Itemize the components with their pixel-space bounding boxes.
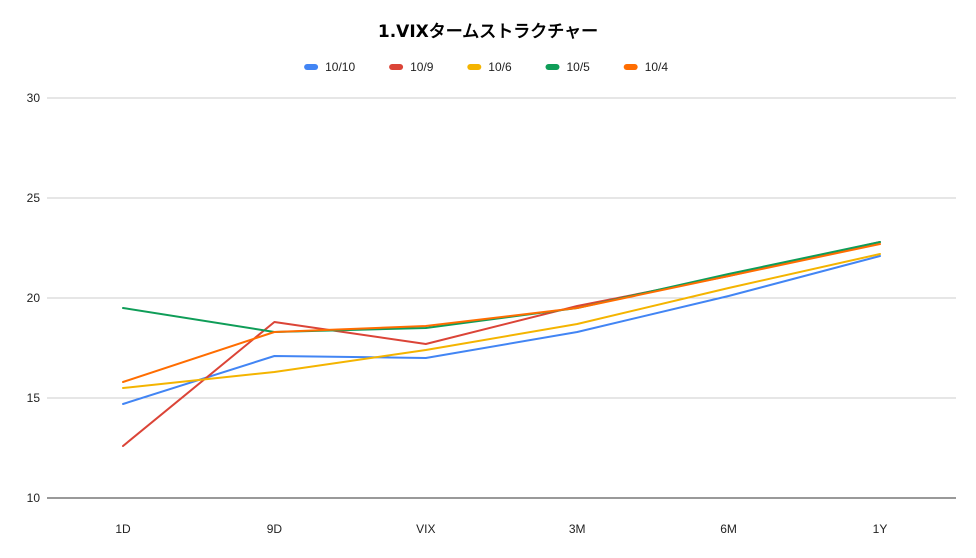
x-tick-label: 3M <box>569 522 586 536</box>
y-tick-label: 30 <box>27 91 41 105</box>
chart-title: 1.VIXタームストラクチャー <box>378 22 598 42</box>
legend-label: 10/6 <box>488 60 512 74</box>
legend-swatch <box>389 64 403 70</box>
legend-swatch <box>624 64 638 70</box>
y-tick-label: 25 <box>27 191 41 205</box>
x-tick-label: 9D <box>267 522 283 536</box>
x-tick-label: VIX <box>416 522 435 536</box>
legend-swatch <box>546 64 560 70</box>
legend-label: 10/9 <box>410 60 434 74</box>
y-tick-label: 10 <box>27 491 41 505</box>
x-tick-label: 6M <box>720 522 737 536</box>
x-tick-label: 1Y <box>873 522 888 536</box>
legend-label: 10/5 <box>567 60 591 74</box>
y-tick-label: 15 <box>27 391 41 405</box>
legend-swatch <box>304 64 318 70</box>
legend-swatch <box>467 64 481 70</box>
x-tick-label: 1D <box>115 522 131 536</box>
y-tick-label: 20 <box>27 291 41 305</box>
legend-label: 10/10 <box>325 60 355 74</box>
legend-label: 10/4 <box>645 60 669 74</box>
